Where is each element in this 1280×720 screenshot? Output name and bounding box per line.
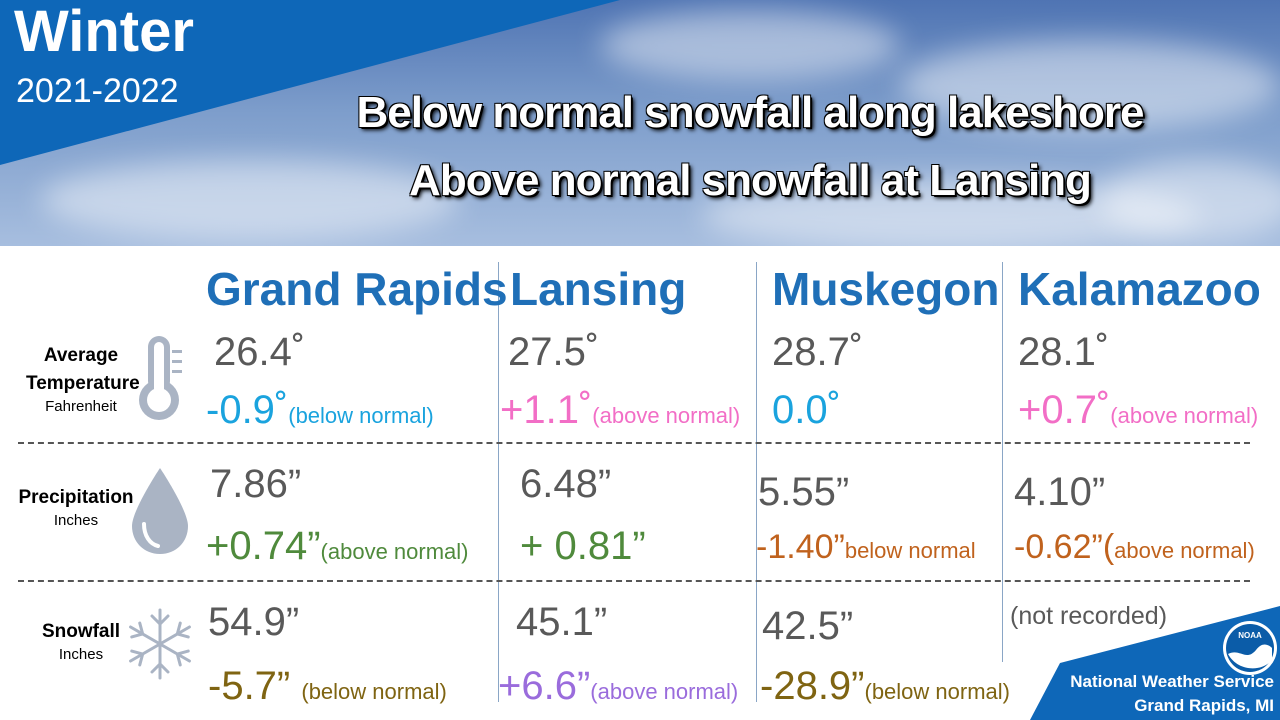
column-divider — [498, 262, 499, 702]
snowflake-icon — [129, 608, 191, 680]
departure-value: +6.6” — [498, 664, 591, 708]
cloud — [1100, 160, 1280, 240]
headline-snowfall-lansing: Above normal snowfall at Lansing — [409, 156, 1092, 205]
row-label-unit: Inches — [53, 512, 99, 529]
sky-banner — [0, 0, 1280, 246]
departure-note: (above normal) — [592, 403, 741, 428]
nws-office-location: Grand Rapids, MI — [1134, 696, 1274, 715]
cloud — [900, 40, 1280, 130]
row-separator — [18, 580, 1250, 582]
season-years: 2021-2022 — [16, 72, 179, 110]
departure-value: -1.40” — [756, 528, 845, 566]
snowfall-value-kalamazoo: (not recorded) — [1010, 602, 1168, 630]
nws-agency-name: National Weather Service — [1070, 672, 1274, 691]
temperature-departure-muskegon: 0.0˚ — [772, 388, 841, 433]
departure-value: -0.62”( — [1014, 528, 1115, 566]
departure-value: +1.1˚ — [500, 388, 593, 432]
snowfall-departure-lansing: +6.6”(above normal) — [498, 664, 738, 709]
departure-note: below normal — [844, 538, 976, 563]
departure-note: (below normal) — [301, 679, 447, 704]
temperature-value-muskegon: 28.7˚ — [772, 330, 864, 374]
precipitation-value-kalamazoo: 4.10” — [1014, 470, 1106, 514]
noaa-logo: NOAA — [1223, 621, 1277, 675]
cloud — [700, 180, 1200, 246]
row-label-precipitation: Precipitation Inches — [16, 484, 136, 529]
temperature-departure-kalamazoo: +0.7˚(above normal) — [1018, 388, 1258, 433]
departure-value: -28.9” — [760, 664, 865, 708]
departure-note: (above normal) — [320, 539, 469, 564]
row-label-temperature: Average Temperature Fahrenheit — [26, 342, 140, 415]
row-label-unit: Inches — [58, 646, 104, 663]
departure-value: -5.7” — [208, 664, 291, 708]
row-separator — [18, 442, 1250, 444]
cloud — [600, 10, 900, 80]
city-header-kalamazoo: Kalamazoo — [1018, 263, 1261, 315]
city-header-grand-rapids: Grand Rapids — [206, 263, 508, 315]
departure-note: (below normal) — [288, 403, 434, 428]
water-drop-icon — [132, 468, 188, 554]
snowfall-value-muskegon: 42.5” — [762, 604, 854, 648]
thermometer-icon — [139, 336, 182, 420]
departure-value: -0.9˚ — [206, 388, 289, 432]
temperature-departure-lansing: +1.1˚(above normal) — [500, 388, 740, 433]
row-label-main: Snowfall — [41, 621, 121, 642]
column-divider — [756, 262, 757, 702]
snowfall-departure-muskegon: -28.9”(below normal) — [760, 664, 1010, 709]
precipitation-value-muskegon: 5.55” — [758, 470, 850, 514]
row-label-main: Precipitation — [18, 487, 134, 508]
departure-note: (above normal) — [590, 679, 739, 704]
city-header-muskegon: Muskegon — [772, 263, 1000, 315]
precipitation-departure-muskegon: -1.40”below normal — [756, 528, 976, 567]
departure-value: +0.74” — [206, 524, 321, 568]
noaa-logo-text: NOAA — [1238, 631, 1262, 640]
temperature-value-grand-rapids: 26.4˚ — [214, 330, 306, 374]
row-label-unit: Fahrenheit — [45, 398, 117, 415]
cloud — [40, 160, 460, 240]
precipitation-departure-grand-rapids: +0.74”(above normal) — [206, 524, 468, 569]
snowfall-value-lansing: 45.1” — [516, 600, 608, 644]
temperature-value-kalamazoo: 28.1˚ — [1018, 330, 1110, 374]
row-label-snowfall: Snowfall Inches — [26, 618, 136, 663]
departure-note: (below normal) — [864, 679, 1011, 704]
season-title: Winter — [14, 0, 194, 64]
row-label-main: Average — [43, 345, 119, 366]
headline-snowfall-lakeshore: Below normal snowfall along lakeshore — [356, 88, 1145, 137]
column-divider — [1002, 262, 1003, 662]
city-header-lansing: Lansing — [510, 263, 687, 315]
departure-note: above normal) — [1114, 538, 1255, 563]
temperature-value-lansing: 27.5˚ — [508, 330, 600, 374]
precipitation-departure-kalamazoo: -0.62”(above normal) — [1014, 528, 1255, 567]
departure-value: + 0.81” — [520, 524, 646, 568]
precipitation-value-grand-rapids: 7.86” — [210, 462, 302, 506]
departure-note: (above normal) — [1110, 403, 1259, 428]
departure-value: 0.0˚ — [772, 388, 841, 432]
snowfall-value-grand-rapids: 54.9” — [208, 600, 300, 644]
snowfall-departure-grand-rapids: -5.7” (below normal) — [208, 664, 447, 709]
precipitation-departure-lansing: + 0.81” — [520, 524, 646, 569]
temperature-departure-grand-rapids: -0.9˚(below normal) — [206, 388, 434, 433]
row-label-main: Temperature — [26, 373, 140, 394]
departure-value: +0.7˚ — [1018, 388, 1111, 432]
precipitation-value-lansing: 6.48” — [520, 462, 612, 506]
